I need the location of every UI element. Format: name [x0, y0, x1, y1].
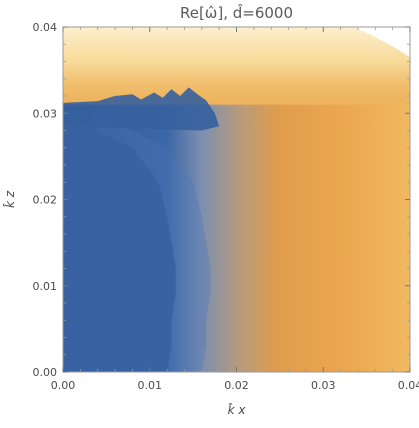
chart-title: Re[ω̂], d̂=6000 [180, 3, 293, 22]
y-tick-label: 0.04 [33, 21, 58, 34]
x-tick-label: 0.01 [138, 379, 163, 392]
y-tick-label: 0.00 [33, 366, 58, 379]
low-value-region [63, 121, 176, 372]
undefined-corner [353, 27, 410, 58]
y-axis: 0.00 0.01 0.02 0.03 0.04 [33, 21, 410, 379]
x-tick-label: 0.03 [311, 379, 336, 392]
y-tick-label: 0.03 [33, 107, 58, 120]
light-cap [63, 27, 410, 109]
plot-area [63, 27, 410, 372]
x-tick-label: 0.02 [224, 379, 249, 392]
x-axis: 0.00 0.01 0.02 0.03 0.04 [51, 27, 419, 392]
x-tick-label: 0.00 [51, 379, 76, 392]
y-tick-label: 0.01 [33, 280, 58, 293]
x-tick-label: 0.04 [398, 379, 419, 392]
transition-halo [63, 121, 211, 372]
y-axis-label: k̂ z [3, 190, 17, 208]
x-axis-label: k̂ x [227, 403, 246, 417]
y-tick-label: 0.02 [33, 194, 58, 207]
step-fringe [63, 87, 220, 131]
